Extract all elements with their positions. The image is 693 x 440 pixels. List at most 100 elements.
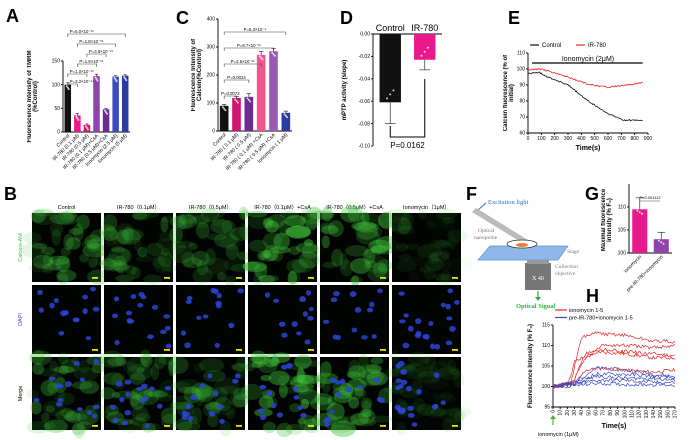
nucleus xyxy=(207,373,213,379)
category-label: Control xyxy=(376,23,405,33)
calcein-cell xyxy=(42,267,54,274)
nucleus xyxy=(400,368,408,375)
calcein-cell xyxy=(79,380,100,394)
x-tick-label: 170 xyxy=(673,410,679,419)
calcein-cell xyxy=(44,421,56,430)
nucleus xyxy=(440,302,447,308)
significance-bracket xyxy=(77,43,116,47)
y-tick-label: 100 xyxy=(618,251,627,257)
series-line xyxy=(552,381,676,389)
calcein-cell xyxy=(117,229,130,245)
calcein-cell xyxy=(416,403,435,417)
data-point xyxy=(286,116,289,119)
calcein-cell xyxy=(423,268,436,280)
calcein-cell xyxy=(288,246,301,255)
y-axis-label: Fluorescence Intensity of TMRM (%Control… xyxy=(26,50,40,143)
p-value-label: P=5.3×10⁻⁴ xyxy=(244,27,267,32)
micrograph-panel xyxy=(392,213,461,282)
calcein-cell xyxy=(285,423,304,435)
panel-label-b: B xyxy=(4,184,17,204)
calcein-cell xyxy=(32,212,44,223)
calcein-cell xyxy=(288,362,310,371)
x-tick-label: 200 xyxy=(550,136,559,142)
calcein-cell xyxy=(156,238,180,250)
calcein-cell xyxy=(339,252,348,270)
data-point xyxy=(389,93,392,96)
calcein-cell xyxy=(65,410,81,424)
calcein-cell xyxy=(328,416,347,428)
data-point xyxy=(77,118,80,121)
calcein-cell xyxy=(447,229,468,243)
calcein-cell xyxy=(376,259,393,272)
calcein-cell xyxy=(424,258,445,272)
optical-setup-diagram: Excitation light Optical nanoprobe Stage… xyxy=(472,199,580,310)
calcein-cell xyxy=(203,257,229,275)
data-point xyxy=(261,58,264,61)
calcein-cell xyxy=(433,394,458,404)
calcein-cell xyxy=(48,255,70,265)
scale-bar xyxy=(308,349,314,351)
nucleus xyxy=(397,360,405,367)
panel-label-e: E xyxy=(508,8,520,28)
calcein-cell xyxy=(360,397,373,410)
calcein-cell xyxy=(127,363,153,381)
calcein-cell xyxy=(245,210,268,218)
bar xyxy=(632,209,648,253)
calcein-cell xyxy=(171,381,190,390)
nucleus xyxy=(77,407,83,412)
calcein-cell xyxy=(351,221,377,231)
nucleus xyxy=(354,306,362,313)
calcein-cell xyxy=(40,412,50,423)
nucleus xyxy=(357,384,364,390)
chart-d: 0.00 -0.02 -0.04 -0.06 -0.08 -0.10 mPTP activi… xyxy=(342,23,442,150)
nucleus xyxy=(281,364,288,370)
calcein-cell xyxy=(245,364,255,372)
scale-bar xyxy=(380,349,386,351)
y-tick-label: 105 xyxy=(618,228,627,234)
nucleus xyxy=(446,316,453,321)
nucleus xyxy=(322,319,330,324)
bar xyxy=(102,109,110,132)
x-tick-label: 40 xyxy=(579,410,585,416)
calcein-cell xyxy=(260,374,272,381)
nucleus xyxy=(330,297,338,303)
calcein-cell xyxy=(172,240,194,248)
series-line xyxy=(552,347,676,388)
calcein-cell xyxy=(343,415,358,425)
scale-bar xyxy=(236,349,242,351)
series-line xyxy=(552,378,676,389)
nucleus xyxy=(371,334,377,339)
calcein-cell xyxy=(30,349,45,365)
calcein-cell xyxy=(79,253,90,263)
nucleus xyxy=(407,405,414,411)
x-tick-label: 700 xyxy=(617,136,626,142)
calcein-cell xyxy=(442,256,452,271)
y-tick-label: -0.02 xyxy=(359,54,371,60)
calcein-cell xyxy=(136,255,153,263)
calcein-cell xyxy=(396,259,417,272)
legend-label: pre-IR-780+ionomycin 1-5 xyxy=(569,316,633,322)
calcein-cell xyxy=(412,397,426,412)
x-tick-label: 140 xyxy=(651,410,657,419)
calcein-cell xyxy=(125,265,137,276)
calcein-cell xyxy=(301,243,319,259)
calcein-cell xyxy=(206,401,222,414)
calcein-cell xyxy=(417,243,442,259)
y-tick-label: 115 xyxy=(542,323,550,329)
calcein-cell xyxy=(263,217,274,226)
calcein-cell xyxy=(257,274,279,283)
nucleus xyxy=(433,372,440,379)
calcein-cell xyxy=(432,273,450,281)
calcein-cell xyxy=(385,208,410,226)
nucleus xyxy=(431,404,439,410)
calcein-cell xyxy=(321,222,336,230)
calcein-cell xyxy=(116,223,135,237)
scale-bar xyxy=(164,349,170,351)
calcein-cell xyxy=(198,358,225,373)
calcein-cell xyxy=(303,422,320,434)
calcein-cell xyxy=(137,246,148,258)
calcein-cell xyxy=(364,248,374,259)
significance-bracket xyxy=(223,79,250,83)
data-point xyxy=(636,209,639,212)
legend-label: Control xyxy=(542,43,561,49)
